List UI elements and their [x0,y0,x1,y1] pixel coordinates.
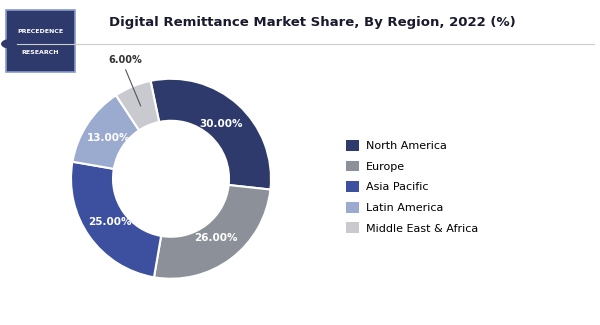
Text: RESEARCH: RESEARCH [22,50,59,56]
Legend: North America, Europe, Asia Pacific, Latin America, Middle East & Africa: North America, Europe, Asia Pacific, Lat… [341,136,482,238]
Wedge shape [73,95,139,169]
Text: Digital Remittance Market Share, By Region, 2022 (%): Digital Remittance Market Share, By Regi… [109,16,515,29]
Wedge shape [154,185,271,279]
Wedge shape [151,79,271,189]
Circle shape [113,121,229,237]
Text: PRECEDENCE: PRECEDENCE [17,29,64,34]
FancyBboxPatch shape [6,10,75,72]
Wedge shape [71,162,161,277]
Text: 6.00%: 6.00% [109,55,143,65]
Wedge shape [116,81,159,130]
Text: 30.00%: 30.00% [199,119,243,129]
Text: 26.00%: 26.00% [194,233,238,243]
Text: 25.00%: 25.00% [88,217,132,227]
Text: 13.00%: 13.00% [87,133,130,143]
